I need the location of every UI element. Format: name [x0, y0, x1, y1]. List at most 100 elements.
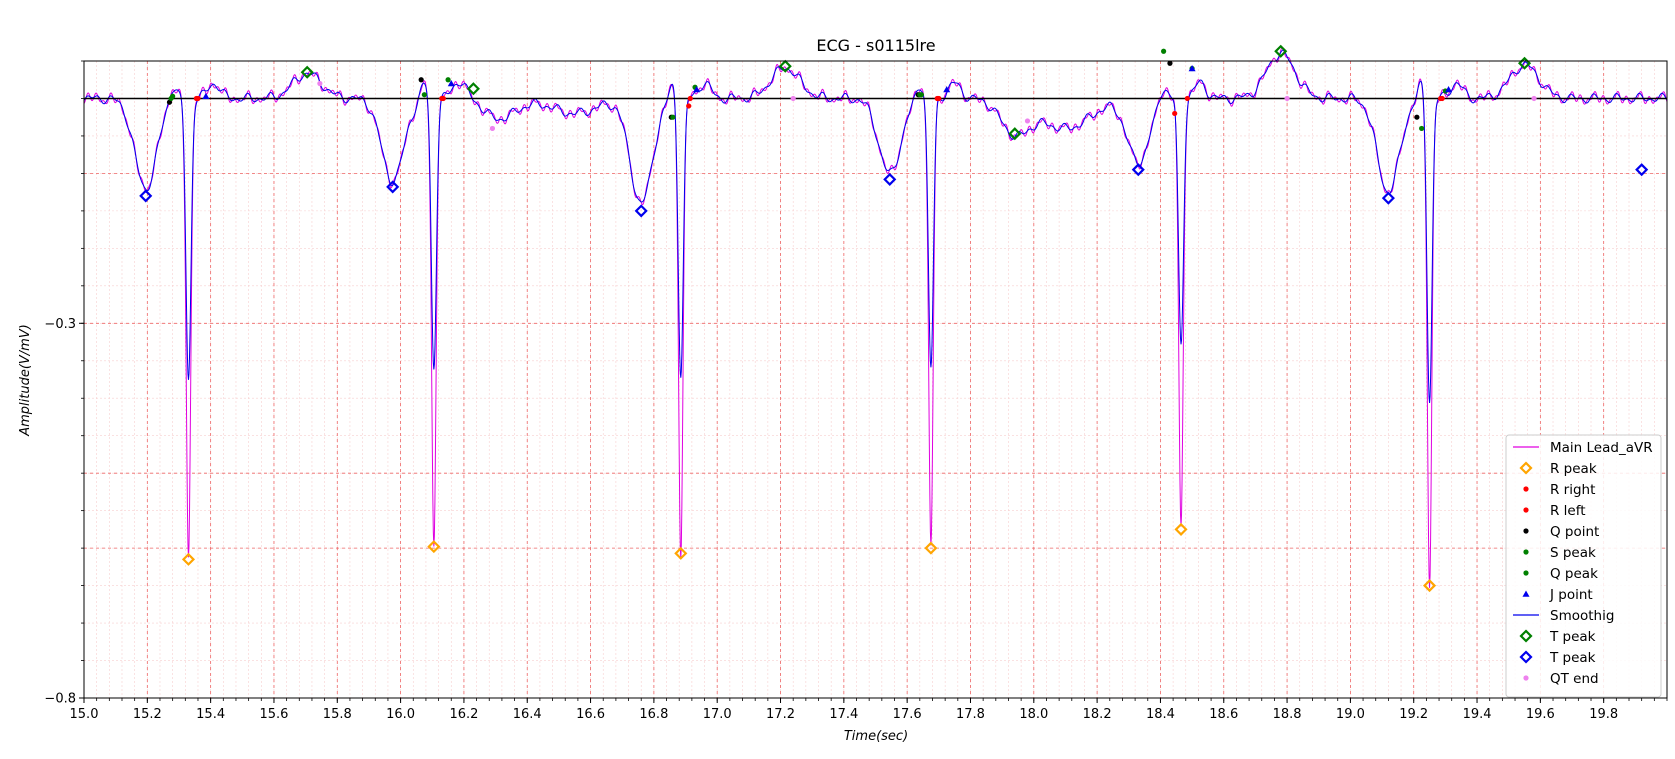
legend-swatch: [1523, 507, 1529, 513]
main-lead-line: [83, 47, 1668, 588]
t-peak-marker: [1008, 127, 1022, 141]
x-tick-label: 15.8: [323, 707, 352, 722]
x-tick-label: 18.6: [1209, 707, 1238, 722]
legend-swatch: [1523, 549, 1529, 555]
t-peak-marker: [634, 204, 648, 218]
major-grid: [83, 61, 1668, 699]
s-peak-marker: [670, 114, 676, 120]
r-peak-marker: [924, 541, 938, 555]
legend-swatch: [1519, 650, 1533, 664]
legend-label: Main Lead_aVR: [1550, 440, 1653, 456]
x-tick-label: 15.2: [133, 707, 162, 722]
y-tick-label: −0.8: [44, 692, 76, 707]
x-tick-label: 16.8: [639, 707, 668, 722]
legend-swatch: [1523, 570, 1529, 576]
j-point-marker: [1445, 85, 1453, 93]
minor-grid: [83, 60, 1668, 699]
main-lead-series: [83, 47, 1668, 588]
q-point-marker: [1167, 60, 1173, 66]
t-peak-marker: [1517, 56, 1532, 70]
qt-end-marker: [1531, 95, 1537, 102]
t-peak-marker: [1381, 191, 1395, 205]
y-axis-ticks: −0.3 −0.8: [44, 60, 84, 707]
s-peak-marker: [1161, 48, 1167, 54]
legend-label: Q point: [1550, 524, 1599, 540]
legend-label: QT end: [1550, 671, 1599, 687]
x-tick-label: 17.2: [766, 707, 795, 722]
t-peak-marker: [1274, 44, 1288, 58]
qt-end-marker: [1284, 95, 1290, 102]
x-tick-label: 18.2: [1083, 707, 1112, 722]
q-peak-marker: [168, 95, 174, 102]
chart-title: ECG - s0115lre: [816, 36, 935, 55]
j-point-marker: [447, 79, 455, 87]
x-tick-label: 16.0: [386, 707, 415, 722]
legend-swatch: [1522, 590, 1530, 597]
legend-swatch: [1519, 629, 1533, 643]
r-peak-marker: [1422, 579, 1437, 593]
x-tick-label: 19.8: [1589, 707, 1618, 722]
r-left-marker: [1172, 110, 1178, 117]
x-tick-label: 18.4: [1146, 707, 1175, 722]
x-tick-label: 17.8: [956, 707, 985, 722]
x-axis-ticks: 15.0 15.2 15.4 15.6 15.8 16.0 16.2 16.4 16.6 16.8…: [70, 698, 1668, 722]
j-point-marker: [202, 92, 210, 100]
legend-label: Q peak: [1550, 566, 1598, 582]
legend-box: [1505, 434, 1662, 698]
plot-frame: [83, 60, 1668, 699]
legend-label: Smoothig: [1550, 608, 1614, 624]
s-peak-marker: [421, 92, 427, 98]
legend-label: T peak: [1549, 650, 1596, 666]
t-peak-marker: [778, 59, 792, 73]
legend-label: T peak: [1549, 629, 1596, 645]
q-peak-marker: [918, 92, 925, 98]
r-peak-marker: [674, 546, 688, 560]
annotation-markers: [139, 44, 1649, 593]
legend-swatch: [1523, 528, 1529, 534]
qt-end-marker: [489, 125, 496, 132]
r-peak-marker: [1174, 522, 1188, 536]
legend-label: R right: [1550, 482, 1595, 498]
qt-end-marker: [317, 80, 323, 87]
r-peak-marker: [427, 540, 441, 554]
j-point-marker: [693, 85, 701, 93]
t-peak-marker: [883, 172, 897, 186]
x-tick-label: 18.0: [1019, 707, 1048, 722]
x-tick-label: 15.6: [259, 707, 288, 722]
x-tick-label: 16.2: [449, 707, 478, 722]
legend-swatch: [1523, 675, 1529, 681]
x-tick-label: 15.4: [196, 707, 225, 722]
t-peak-marker: [1635, 163, 1649, 177]
x-tick-label: 19.4: [1463, 707, 1492, 722]
x-tick-label: 15.0: [70, 707, 99, 722]
j-point-marker: [1188, 64, 1196, 72]
t-peak-marker: [466, 82, 480, 96]
qt-end-marker: [790, 95, 796, 102]
r-left-marker: [439, 95, 445, 102]
r-right-marker: [1184, 95, 1190, 102]
x-tick-label: 17.0: [703, 707, 732, 722]
legend-label: J point: [1549, 587, 1593, 603]
x-tick-label: 19.0: [1336, 707, 1365, 722]
j-point-marker: [943, 85, 951, 93]
smoothing-series: [83, 49, 1668, 404]
x-axis-label: Time(sec): [844, 729, 908, 744]
y-axis-label: Amplitude(V/mV): [18, 324, 33, 437]
legend-swatch: [1519, 461, 1533, 475]
x-tick-label: 19.2: [1399, 707, 1428, 722]
q-point-marker: [418, 77, 424, 83]
legend-label: S peak: [1550, 545, 1596, 561]
r-right-marker: [687, 95, 693, 102]
smoothing-line: [83, 49, 1668, 404]
x-tick-label: 19.6: [1526, 707, 1555, 722]
legend-swatch: [1523, 486, 1529, 492]
legend: Main Lead_aVR R peak R right R left Q point S…: [1505, 434, 1662, 698]
q-peak-marker: [445, 77, 451, 83]
x-tick-label: 16.6: [576, 707, 605, 722]
r-left-marker: [1438, 95, 1444, 102]
t-peak-marker: [300, 65, 314, 79]
y-tick-label: −0.3: [44, 317, 76, 332]
x-tick-label: 17.6: [893, 707, 922, 722]
r-peak-marker: [181, 552, 196, 566]
